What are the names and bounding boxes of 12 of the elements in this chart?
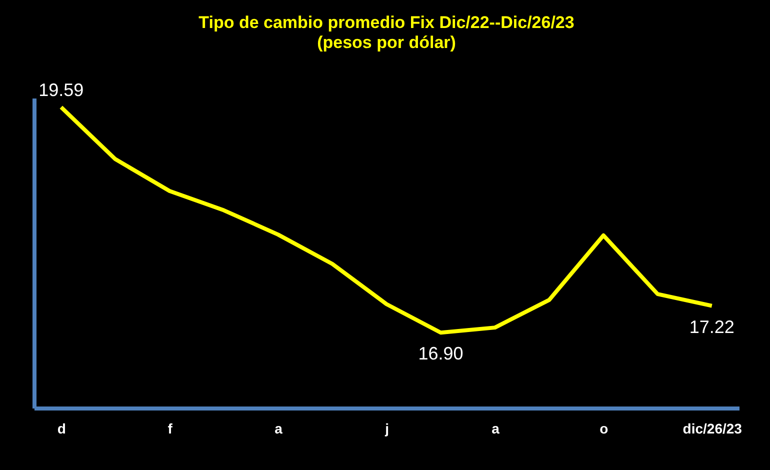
data-label: 16.90 xyxy=(418,344,464,364)
x-tick-label: j xyxy=(384,420,389,436)
x-tick-label: d xyxy=(57,420,66,436)
x-tick-label: a xyxy=(274,420,283,436)
chart-subtitle: (pesos por dólar) xyxy=(317,33,456,52)
x-tick-label: o xyxy=(600,420,608,436)
x-tick-label: a xyxy=(492,420,500,436)
data-label: 19.59 xyxy=(38,80,84,100)
chart-title: Tipo de cambio promedio Fix Dic/22--Dic/26/23 xyxy=(198,13,574,32)
x-tick-label: f xyxy=(168,420,173,436)
data-label: 17.22 xyxy=(689,316,734,337)
x-tick-label: dic/26/23 xyxy=(682,420,742,436)
